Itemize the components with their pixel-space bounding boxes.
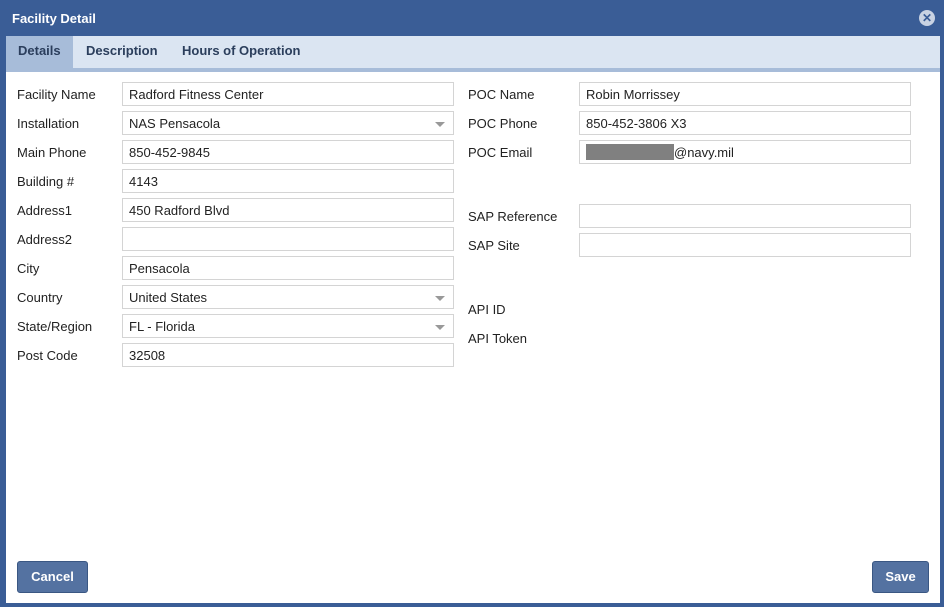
api-token-label: API Token	[468, 331, 528, 346]
poc-phone-input[interactable]: 850-452-3806 X3	[579, 111, 911, 135]
address1-input[interactable]: 450 Radford Blvd	[122, 198, 454, 222]
details-panel: POC Name Robin Morrissey POC Phone 850-4…	[6, 72, 940, 603]
tab-bar: Details Description Hours of Operation	[6, 36, 940, 72]
installation-select[interactable]: NAS Pensacola	[122, 111, 454, 135]
facility-name-label: Facility Name	[17, 87, 96, 102]
sap-site-label: SAP Site	[468, 238, 520, 253]
installation-label: Installation	[17, 116, 80, 131]
state-region-label: State/Region	[17, 319, 93, 334]
cancel-button[interactable]: Cancel	[17, 561, 88, 593]
country-label: Country	[17, 290, 63, 305]
address2-label: Address2	[17, 232, 72, 247]
tab-description[interactable]: Description	[86, 43, 158, 58]
poc-email-label: POC Email	[468, 145, 533, 160]
poc-name-label: POC Name	[468, 87, 535, 102]
poc-name-input[interactable]: Robin Morrissey	[579, 82, 911, 106]
email-domain: @navy.mil	[674, 145, 734, 160]
city-input[interactable]: Pensacola	[122, 256, 454, 280]
address2-input[interactable]	[122, 227, 454, 251]
post-code-label: Post Code	[17, 348, 78, 363]
country-select[interactable]: United States	[122, 285, 454, 309]
sap-reference-input[interactable]	[579, 204, 911, 228]
state-region-select[interactable]: FL - Florida	[122, 314, 454, 338]
dialog-header: Facility Detail ✕	[0, 0, 944, 36]
api-id-label: API ID	[468, 302, 506, 317]
main-phone-label: Main Phone	[17, 145, 87, 160]
facility-name-input[interactable]: Radford Fitness Center	[122, 82, 454, 106]
city-label: City	[17, 261, 40, 276]
redacted-block	[586, 144, 674, 161]
tab-hours-of-operation[interactable]: Hours of Operation	[182, 43, 301, 58]
sap-reference-label: SAP Reference	[468, 209, 558, 224]
address1-label: Address1	[17, 203, 72, 218]
building-label: Building #	[17, 174, 75, 189]
main-phone-input[interactable]: 850-452-9845	[122, 140, 454, 164]
building-input[interactable]: 4143	[122, 169, 454, 193]
close-icon[interactable]: ✕	[919, 10, 935, 26]
tab-details[interactable]: Details	[6, 36, 73, 68]
poc-phone-label: POC Phone	[468, 116, 538, 131]
save-button[interactable]: Save	[872, 561, 929, 593]
sap-site-input[interactable]	[579, 233, 911, 257]
post-code-input[interactable]: 32508	[122, 343, 454, 367]
dialog-title: Facility Detail	[12, 11, 96, 26]
poc-email-input[interactable]: @navy.mil	[579, 140, 911, 164]
